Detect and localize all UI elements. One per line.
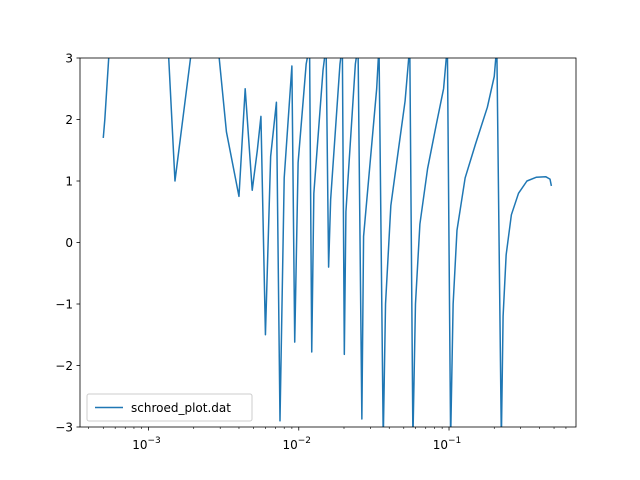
y-axis: 3 2 1 0 −1 −2 −3 [55, 52, 80, 435]
series-layer [102, 58, 553, 427]
x-tick-label: 10−2 [282, 436, 311, 452]
x-tick-label: 10−3 [132, 436, 161, 452]
legend-box [86, 393, 253, 422]
legend: schroed_plot.dat [86, 393, 253, 422]
y-tick-label: 3 [65, 52, 73, 66]
series-line-0 [102, 58, 553, 427]
x-axis: 10−3 10−2 10−1 [88, 427, 567, 452]
x-tick-label: 10−1 [433, 436, 462, 452]
y-tick-label: −2 [55, 359, 73, 373]
legend-label: schroed_plot.dat [131, 401, 231, 415]
y-tick-label: 2 [65, 113, 73, 127]
y-tick-label: 1 [65, 175, 73, 189]
y-tick-label: 0 [65, 236, 73, 250]
y-tick-label: −1 [55, 298, 73, 312]
y-tick-label: −3 [55, 421, 73, 435]
